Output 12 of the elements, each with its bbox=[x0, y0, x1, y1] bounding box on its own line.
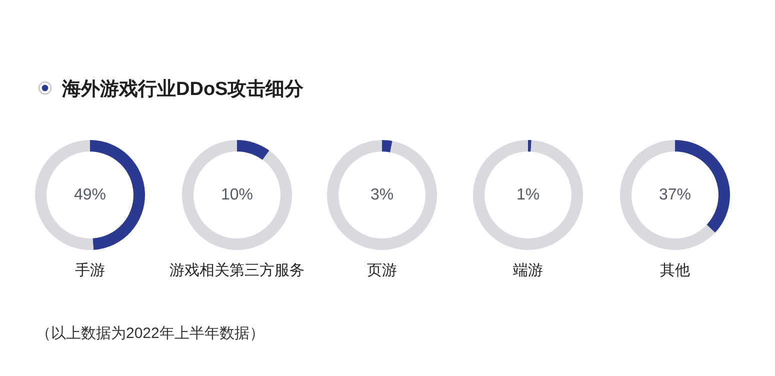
text: 页游 bbox=[367, 262, 397, 279]
data-label: 3% bbox=[370, 186, 394, 204]
text: 游戏相关第三方服务 bbox=[168, 261, 306, 280]
data-label: 1% bbox=[516, 186, 540, 204]
data-label: 49% bbox=[74, 186, 106, 204]
text: 海外游戏行业DDoS攻击细分 bbox=[62, 78, 304, 102]
text: 端游 bbox=[512, 261, 544, 280]
data-label: 10% bbox=[220, 186, 254, 204]
text: 手游 bbox=[74, 261, 106, 280]
text: （以上数据为2022年上半年数据） bbox=[36, 324, 264, 343]
text: 其他 bbox=[659, 261, 691, 280]
data-label: 37% bbox=[658, 186, 692, 204]
